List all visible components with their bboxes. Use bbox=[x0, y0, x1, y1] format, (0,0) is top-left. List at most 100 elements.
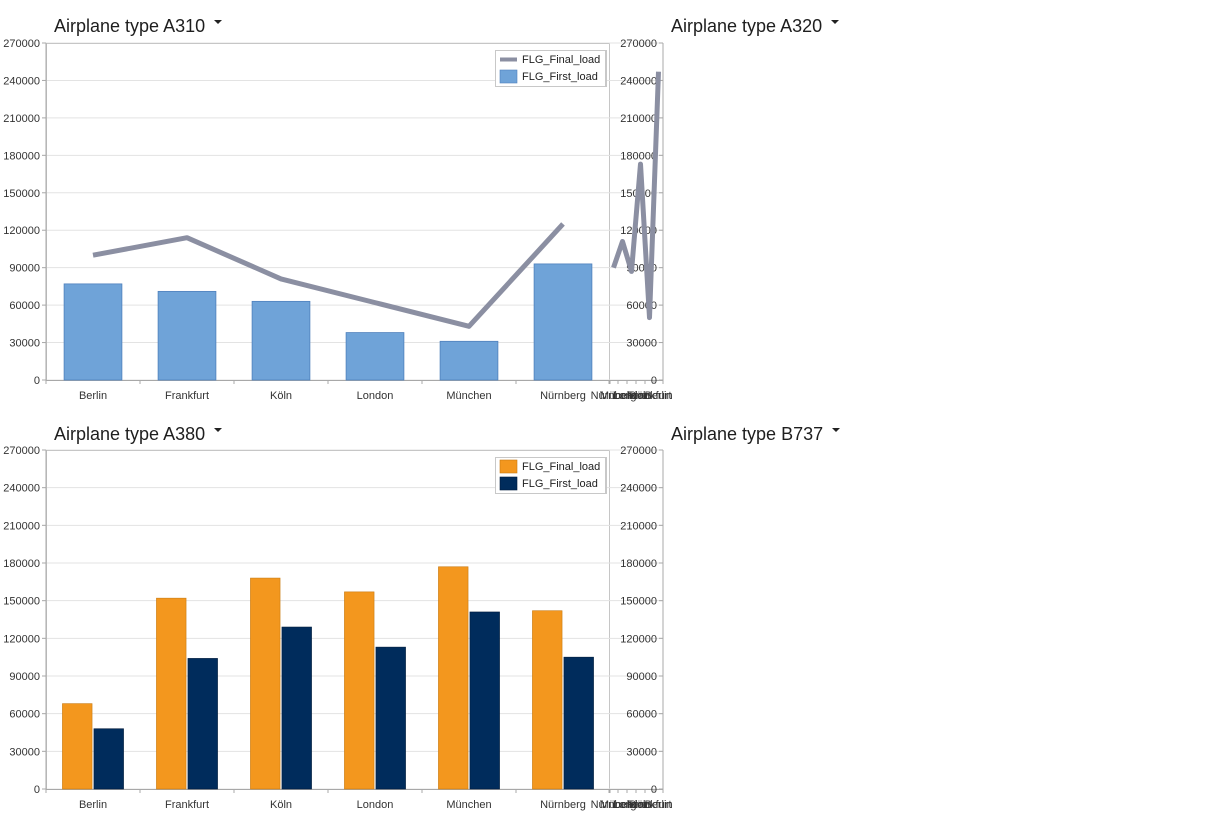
y-tick-label: 120000 bbox=[3, 633, 40, 645]
y-tick-label: 270000 bbox=[3, 38, 40, 50]
x-tick-label: Nürnberg bbox=[540, 390, 586, 402]
y-tick-label: 90000 bbox=[9, 263, 40, 275]
y-tick-label: 180000 bbox=[3, 558, 40, 570]
gridlines bbox=[46, 449, 610, 790]
y-tick-label: 60000 bbox=[626, 709, 657, 721]
y-tick-label: 150000 bbox=[3, 596, 40, 608]
x-tick-label: Berlin bbox=[644, 799, 672, 811]
x-tick-label: München bbox=[446, 799, 491, 811]
legend: FLG_Final_load FLG_First_load bbox=[495, 50, 606, 87]
gridlines bbox=[46, 42, 610, 381]
x-tick-label: Frankfurt bbox=[165, 390, 209, 402]
caret-down-icon[interactable] bbox=[214, 20, 223, 24]
bar bbox=[375, 646, 406, 790]
legend-label: FLG_Final_load bbox=[522, 54, 600, 66]
y-tick-label: 210000 bbox=[3, 520, 40, 532]
x-tick-label: Frankfurt bbox=[627, 390, 671, 402]
x-tick-label: Nürnberg bbox=[540, 799, 586, 811]
bar bbox=[157, 290, 217, 381]
chart-panel-b737: Airplane type B737 030000600009000012000… bbox=[495, 408, 1231, 815]
y-tick-label: 240000 bbox=[3, 483, 40, 495]
x-tick-label: Frankfurt bbox=[627, 799, 671, 811]
bar bbox=[93, 728, 124, 790]
x-tick-label: München bbox=[600, 390, 645, 402]
y-tick-label: 240000 bbox=[3, 75, 40, 87]
bar bbox=[438, 566, 469, 790]
y-tick-label: 180000 bbox=[620, 150, 657, 162]
y-tick-label: 120000 bbox=[620, 225, 657, 237]
caret-down-icon[interactable] bbox=[832, 428, 841, 432]
plot-area-frame bbox=[46, 450, 610, 790]
legend-swatch bbox=[499, 69, 518, 84]
y-tick-label: 180000 bbox=[3, 150, 40, 162]
x-tick-label: London bbox=[357, 799, 394, 811]
y-tick-label: 210000 bbox=[620, 520, 657, 532]
x-tick-label: Köln bbox=[270, 799, 292, 811]
legend-swatch bbox=[499, 459, 518, 474]
y-tick-label: 120000 bbox=[3, 225, 40, 237]
x-tick-label: Berlin bbox=[79, 799, 107, 811]
chart-title-dropdown[interactable]: Airplane type B737 bbox=[671, 422, 841, 446]
y-tick-label: 270000 bbox=[620, 38, 657, 50]
caret-down-icon[interactable] bbox=[831, 20, 840, 24]
legend-swatch bbox=[499, 476, 518, 491]
bar bbox=[533, 263, 593, 381]
bar bbox=[469, 611, 500, 790]
chart-title-dropdown[interactable]: Airplane type A310 bbox=[54, 14, 223, 38]
x-tick-label: London bbox=[613, 390, 650, 402]
chart-title-dropdown[interactable]: Airplane type A320 bbox=[671, 14, 840, 38]
y-tick-label: 0 bbox=[34, 375, 40, 387]
chart-panel-a320: Airplane type A320 030000600009000012000… bbox=[495, 0, 1231, 407]
chart-canvas: 0300006000090000120000150000180000210000… bbox=[495, 445, 673, 811]
bar bbox=[344, 591, 375, 790]
series-line bbox=[611, 71, 661, 321]
y-tick-label: 210000 bbox=[620, 113, 657, 125]
series-line bbox=[92, 222, 565, 329]
y-tick-label: 90000 bbox=[626, 671, 657, 683]
caret-down-icon[interactable] bbox=[214, 428, 223, 432]
x-tick-label: Berlin bbox=[79, 390, 107, 402]
x-tick-label: Köln bbox=[270, 390, 292, 402]
y-tick-label: 90000 bbox=[9, 671, 40, 683]
plot-area-frame bbox=[46, 43, 610, 381]
bar bbox=[532, 610, 563, 790]
y-tick-label: 30000 bbox=[9, 746, 40, 758]
bar bbox=[62, 703, 93, 790]
y-tick-label: 60000 bbox=[9, 300, 40, 312]
bar bbox=[187, 658, 218, 790]
y-tick-label: 270000 bbox=[620, 445, 657, 457]
x-tick-label: Frankfurt bbox=[165, 799, 209, 811]
y-tick-label: 270000 bbox=[3, 445, 40, 457]
y-tick-label: 240000 bbox=[620, 75, 657, 87]
y-tick-label: 30000 bbox=[626, 746, 657, 758]
series-marks bbox=[611, 71, 661, 321]
x-tick-label: Berlin bbox=[644, 390, 672, 402]
gridlines bbox=[609, 449, 663, 790]
y-tick-label: 210000 bbox=[3, 113, 40, 125]
y-tick-label: 150000 bbox=[620, 596, 657, 608]
bar bbox=[251, 300, 311, 381]
bar bbox=[281, 626, 312, 790]
y-tick-label: 30000 bbox=[9, 338, 40, 350]
y-tick-label: 0 bbox=[34, 784, 40, 796]
chart-title-dropdown[interactable]: Airplane type A380 bbox=[54, 422, 223, 446]
x-tick-label: London bbox=[613, 799, 650, 811]
chart-canvas: 0300006000090000120000150000180000210000… bbox=[495, 38, 673, 402]
chart-title: Airplane type A380 bbox=[54, 423, 206, 444]
x-tick-label: Nürnberg bbox=[591, 390, 637, 402]
series-marks bbox=[63, 222, 593, 381]
series-marks bbox=[62, 566, 594, 790]
bar bbox=[563, 656, 594, 790]
y-tick-labels: 0300006000090000120000150000180000210000… bbox=[620, 445, 663, 796]
bar bbox=[63, 283, 123, 381]
chart-title: Airplane type A310 bbox=[54, 15, 206, 36]
y-tick-label: 240000 bbox=[620, 483, 657, 495]
legend-label: FLG_Final_load bbox=[522, 461, 600, 473]
legend-label: FLG_First_load bbox=[522, 71, 598, 83]
x-tick-label: München bbox=[600, 799, 645, 811]
y-tick-labels: 0300006000090000120000150000180000210000… bbox=[3, 445, 46, 796]
bar bbox=[156, 597, 187, 790]
y-tick-label: 150000 bbox=[3, 188, 40, 200]
